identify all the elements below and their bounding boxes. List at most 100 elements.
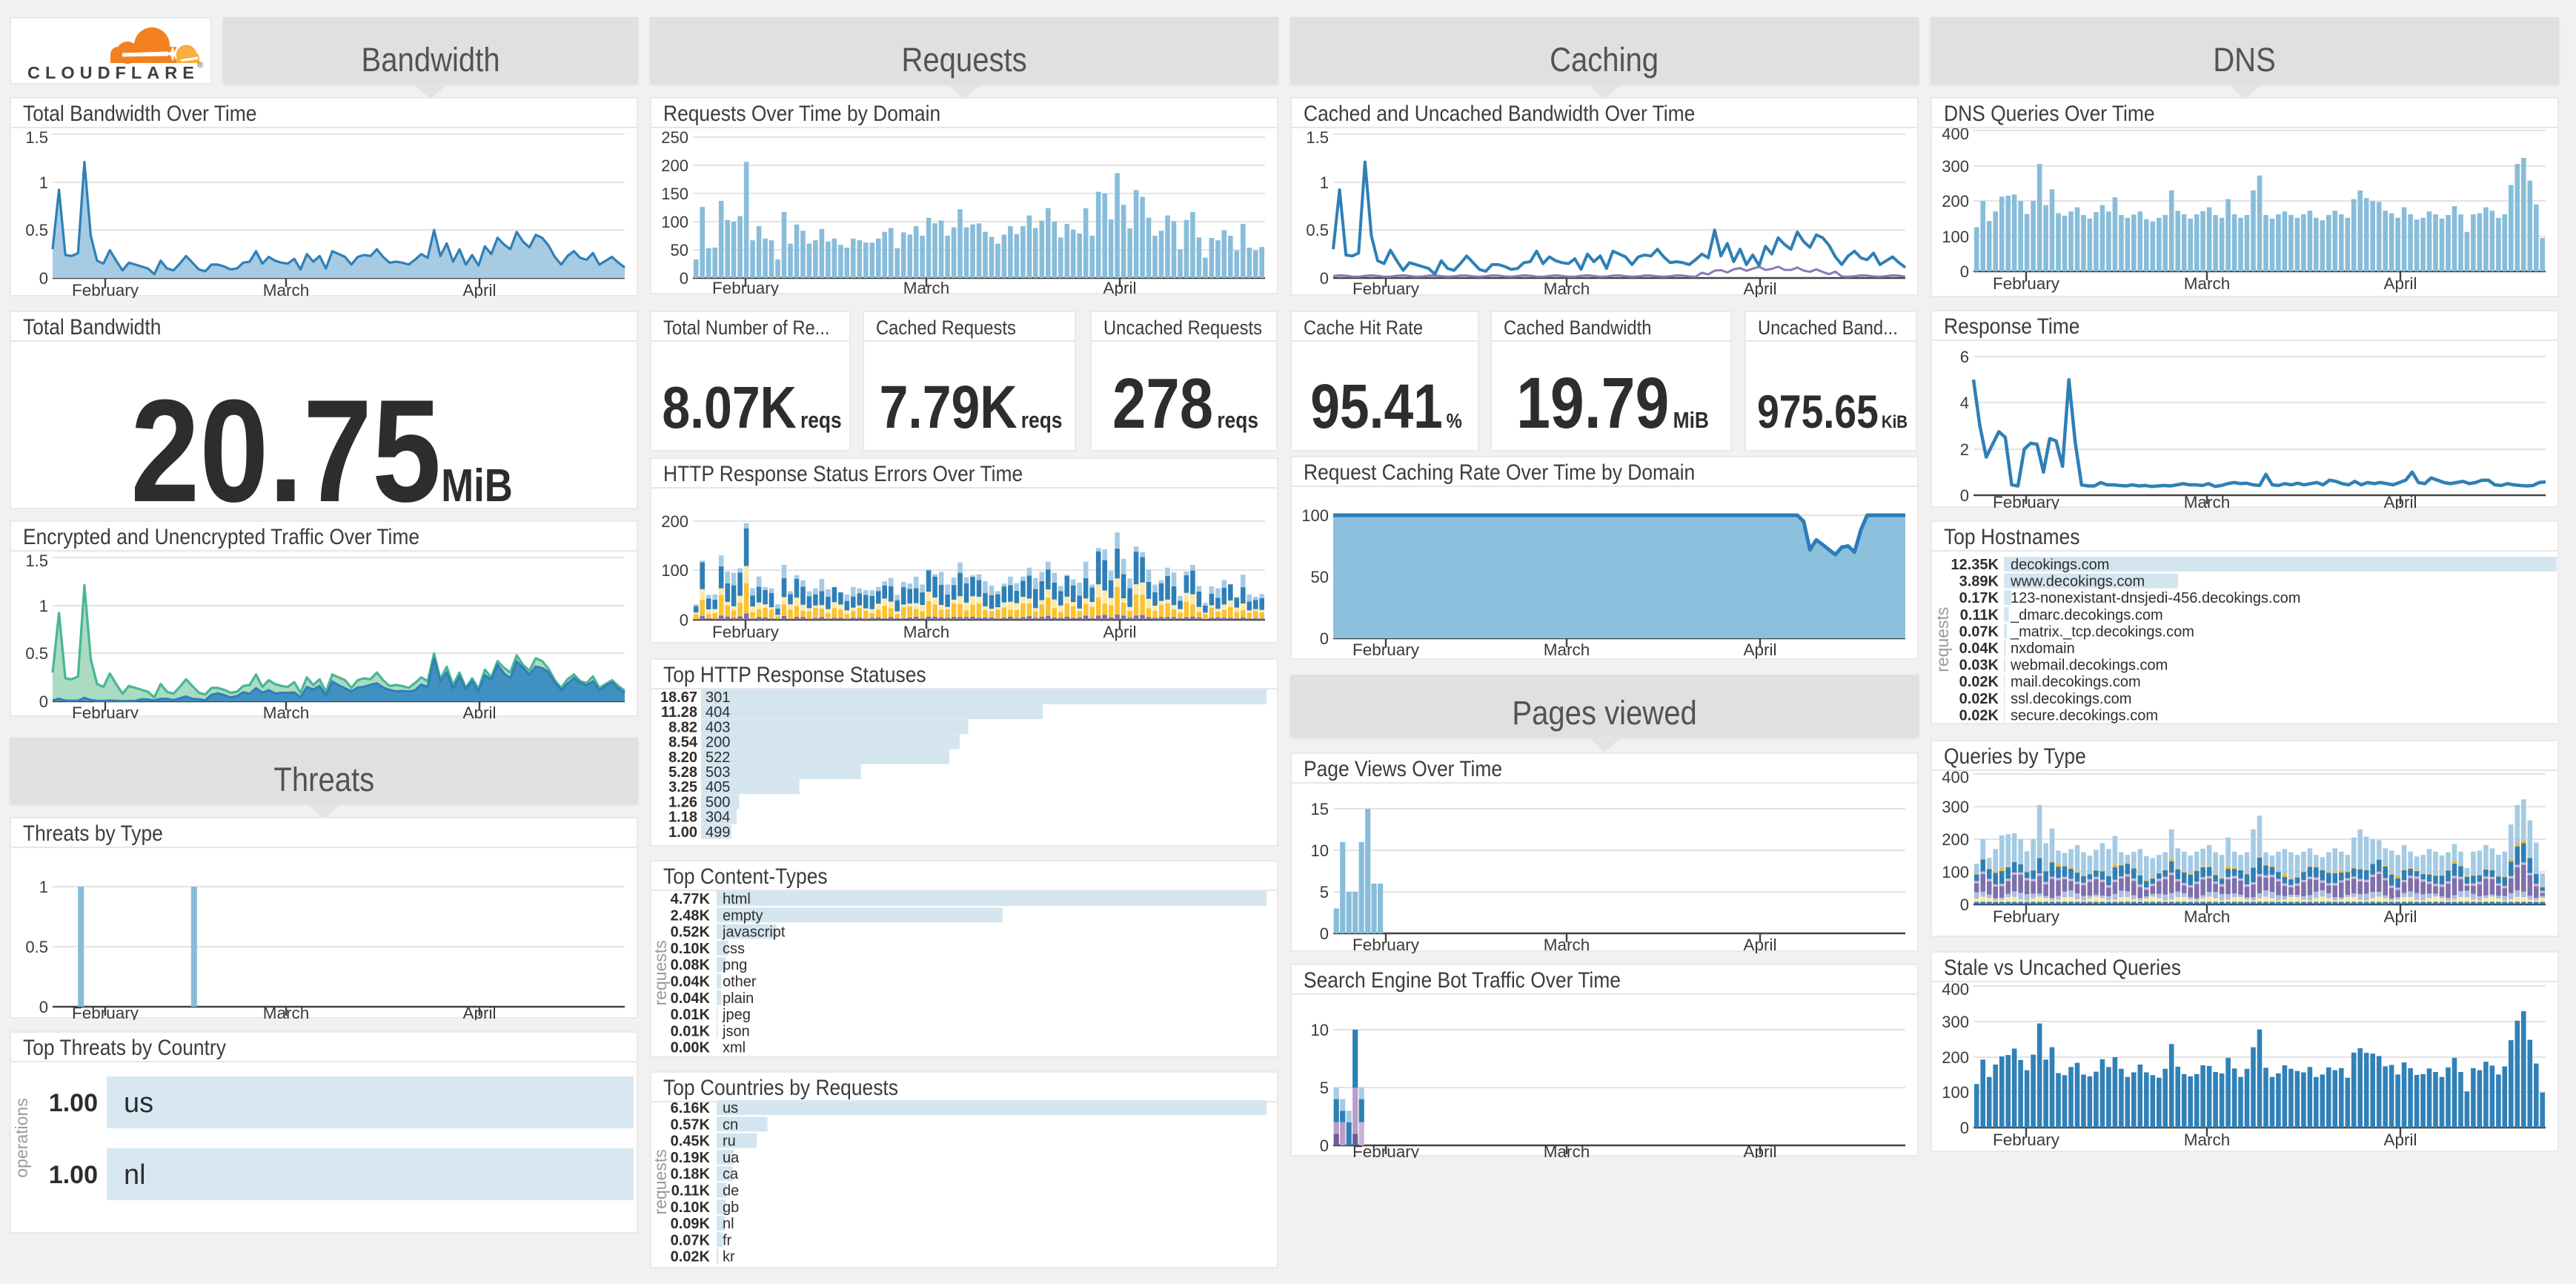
svg-text:png: png (723, 957, 747, 973)
svg-text:March: March (2184, 493, 2231, 509)
svg-text:0.5: 0.5 (1306, 221, 1329, 239)
svg-text:plain: plain (723, 990, 754, 1007)
svg-text:1: 1 (1320, 173, 1329, 192)
svg-text:4.77K: 4.77K (671, 891, 711, 907)
svg-text:15: 15 (1311, 800, 1329, 818)
svg-text:301: 301 (706, 689, 730, 706)
svg-text:0.02K: 0.02K (1959, 691, 1999, 707)
svg-text:200: 200 (661, 512, 688, 531)
svg-text:0.10K: 0.10K (671, 1199, 711, 1216)
svg-text:6.16K: 6.16K (671, 1100, 711, 1116)
svg-text:jpeg: jpeg (722, 1007, 751, 1023)
svg-text:5: 5 (1320, 883, 1329, 901)
svg-text:operations: operations (12, 1098, 31, 1177)
svg-text:150: 150 (661, 185, 688, 203)
svg-text:March: March (1544, 641, 1590, 659)
svg-text:ua: ua (723, 1150, 740, 1166)
svg-text:0: 0 (1960, 1119, 1969, 1137)
svg-text:www.decokings.com: www.decokings.com (2010, 574, 2145, 590)
svg-text:0.04K: 0.04K (671, 974, 711, 990)
svg-text:11.28: 11.28 (661, 704, 697, 721)
svg-text:_dmarc.decokings.com: _dmarc.decokings.com (2010, 607, 2163, 623)
svg-text:February: February (712, 279, 780, 296)
svg-text:975.65 KiB: 975.65 KiB (1757, 386, 1908, 438)
svg-text:html: html (723, 891, 751, 907)
svg-text:css: css (723, 941, 745, 957)
svg-text:0.02K: 0.02K (1959, 674, 1999, 690)
svg-text:0.07K: 0.07K (1959, 623, 1999, 640)
svg-text:278 reqs: 278 reqs (1112, 363, 1258, 443)
svg-text:8.82: 8.82 (668, 719, 697, 735)
svg-text:ca: ca (723, 1166, 739, 1182)
svg-text:0: 0 (1960, 262, 1969, 281)
svg-text:April: April (2383, 1131, 2417, 1149)
svg-text:499: 499 (706, 824, 730, 841)
svg-text:April: April (1103, 279, 1136, 296)
svg-text:de: de (723, 1183, 739, 1199)
svg-text:19.79 MiB: 19.79 MiB (1516, 364, 1709, 444)
svg-text:fr: fr (723, 1232, 732, 1248)
svg-text:requests: requests (651, 1149, 670, 1214)
svg-text:0.52K: 0.52K (671, 924, 711, 941)
svg-text:February: February (1993, 274, 2060, 293)
svg-text:100: 100 (661, 561, 688, 580)
svg-text:0.08K: 0.08K (671, 957, 711, 973)
svg-text:0: 0 (680, 269, 688, 288)
svg-text:kr: kr (723, 1249, 735, 1265)
svg-text:webmail.decokings.com: webmail.decokings.com (2010, 658, 2168, 674)
svg-text:400: 400 (1942, 980, 1969, 999)
svg-text:1: 1 (39, 878, 48, 896)
svg-text:0: 0 (1320, 1136, 1329, 1155)
svg-text:300: 300 (1942, 798, 1969, 816)
svg-text:April: April (2383, 493, 2417, 509)
svg-text:April: April (1743, 1142, 1776, 1158)
svg-text:1: 1 (39, 597, 48, 615)
svg-text:March: March (263, 704, 310, 718)
svg-text:0.01K: 0.01K (671, 1023, 711, 1039)
svg-text:250: 250 (661, 128, 688, 147)
svg-text:100: 100 (1301, 506, 1329, 525)
svg-text:10: 10 (1311, 841, 1329, 860)
svg-text:March: March (903, 279, 950, 296)
svg-text:March: March (263, 281, 310, 298)
svg-text:®: ® (197, 61, 203, 70)
svg-text:304: 304 (706, 810, 730, 826)
svg-text:4: 4 (1960, 394, 1969, 412)
svg-text:300: 300 (1942, 1013, 1969, 1031)
svg-text:0.07K: 0.07K (671, 1232, 711, 1248)
svg-text:1.5: 1.5 (1306, 128, 1329, 147)
svg-text:1.00: 1.00 (668, 824, 697, 841)
svg-text:0.17K: 0.17K (1959, 590, 1999, 606)
svg-text:February: February (1352, 1142, 1420, 1158)
svg-text:February: February (72, 281, 139, 298)
svg-text:12.35K: 12.35K (1951, 557, 1999, 573)
svg-text:March: March (1544, 936, 1590, 953)
svg-text:1.18: 1.18 (668, 810, 697, 826)
svg-text:522: 522 (706, 749, 730, 766)
svg-text:secure.decokings.com: secure.decokings.com (2011, 707, 2158, 724)
svg-text:February: February (1352, 279, 1420, 297)
svg-text:_matrix._tcp.decokings.com: _matrix._tcp.decokings.com (2010, 623, 2194, 640)
svg-text:404: 404 (706, 704, 730, 721)
svg-text:7.79K reqs: 7.79K reqs (880, 374, 1063, 442)
svg-text:400: 400 (1942, 768, 1969, 787)
svg-text:0: 0 (680, 611, 688, 629)
svg-text:requests: requests (651, 940, 670, 1005)
svg-text:February: February (1993, 907, 2060, 926)
svg-text:200: 200 (706, 735, 730, 751)
svg-text:100: 100 (1942, 1083, 1969, 1102)
svg-text:decokings.com: decokings.com (2011, 557, 2109, 573)
svg-text:0.11K: 0.11K (1960, 607, 1999, 623)
svg-text:April: April (2383, 907, 2417, 926)
svg-text:200: 200 (1942, 1048, 1969, 1067)
svg-text:1.00: 1.00 (49, 1161, 98, 1189)
svg-text:0.00K: 0.00K (671, 1040, 711, 1056)
svg-text:March: March (1544, 279, 1590, 297)
svg-text:us: us (124, 1088, 153, 1119)
svg-text:json: json (722, 1023, 750, 1039)
svg-text:0: 0 (1960, 896, 1969, 914)
svg-text:nl: nl (723, 1216, 734, 1232)
svg-text:February: February (72, 704, 139, 718)
svg-text:March: March (903, 623, 950, 641)
svg-text:95.41 %: 95.41 % (1310, 371, 1462, 441)
